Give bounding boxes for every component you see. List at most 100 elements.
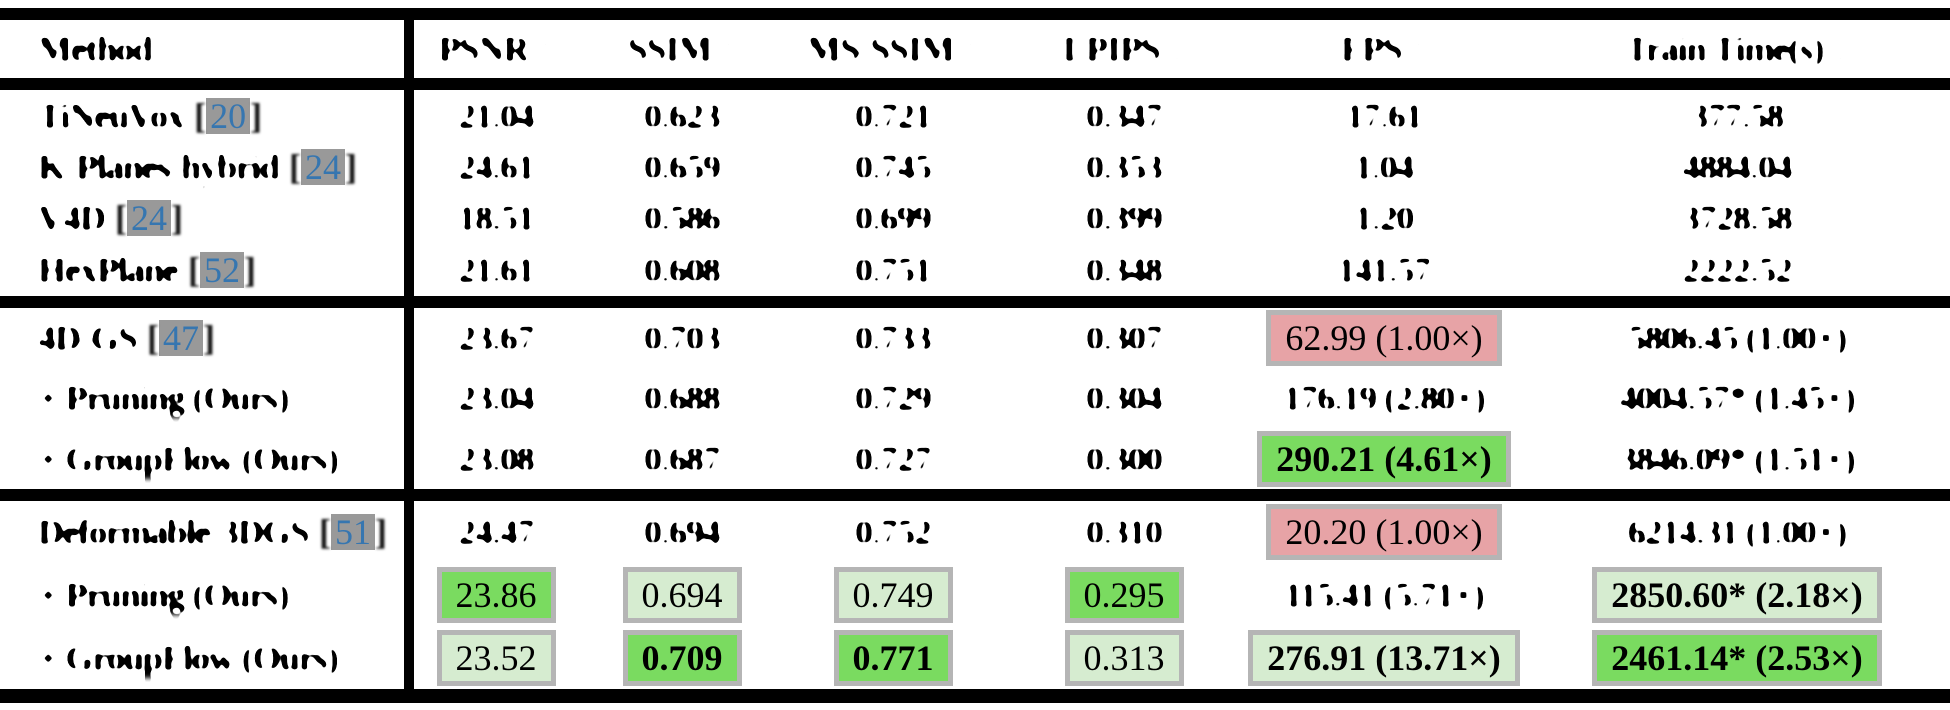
header-train-time: Train Time(s) ↓ bbox=[1524, 20, 1950, 78]
method-cell: + GroupFlow (Ours) bbox=[0, 428, 410, 489]
method-label: HexPlane bbox=[30, 250, 186, 290]
msssim-cell: 0.752 bbox=[782, 501, 1004, 563]
fps-cell: 276.91 (13.71×) bbox=[1244, 626, 1524, 689]
lpips-cell: 0.310 bbox=[1004, 501, 1244, 563]
group-separator-rule bbox=[0, 489, 1950, 501]
fps-cell: 62.99 (1.00×) bbox=[1244, 308, 1524, 368]
citation-link[interactable]: [20] bbox=[194, 95, 263, 136]
method-cell: HexPlane [52] bbox=[0, 244, 410, 296]
psnr-cell: 24.61 bbox=[410, 141, 582, 192]
citation-number: 47 bbox=[159, 320, 204, 356]
lpips-cell: 0.300 bbox=[1004, 428, 1244, 489]
ssim-cell: 0.694 bbox=[582, 563, 782, 626]
msssim-cell: 0.751 bbox=[782, 244, 1004, 296]
train-time-cell: 4004.57* (1.45×) bbox=[1524, 368, 1950, 428]
train-time-cell: 3728.58 bbox=[1524, 192, 1950, 244]
method-label: + Pruning (Ours) bbox=[30, 378, 297, 418]
header-method: Method bbox=[0, 20, 410, 78]
fps-baseline-highlight: 62.99 (1.00×) bbox=[1266, 310, 1502, 366]
citation-link[interactable]: [24] bbox=[115, 198, 183, 238]
msssim-cell: 0.721 bbox=[782, 90, 1004, 141]
method-label: V4D bbox=[30, 198, 113, 238]
header-psnr: PSNR ↑ bbox=[410, 20, 582, 78]
lpips-cell: 0.399 bbox=[1004, 192, 1244, 244]
train-time-cell: 3846.09* (1.51×) bbox=[1524, 428, 1950, 489]
lpips-cell: 0.304 bbox=[1004, 368, 1244, 428]
msssim-cell: 0.771 bbox=[782, 626, 1004, 689]
train-time-cell: 2850.60* (2.18×) bbox=[1524, 563, 1950, 626]
header-fps: FPS ↑ bbox=[1244, 20, 1524, 78]
fps-cell: 141.57 bbox=[1244, 244, 1524, 296]
citation-number: 24 bbox=[127, 200, 171, 236]
method-cell: TiNeuVox [20] bbox=[0, 90, 410, 141]
bottom-rule bbox=[0, 689, 1950, 703]
lpips-cell: 0.348 bbox=[1004, 244, 1244, 296]
ssim-cell: 0.586 bbox=[582, 192, 782, 244]
fps-cell: 1.04 bbox=[1244, 141, 1524, 192]
psnr-cell: 23.08 bbox=[410, 428, 582, 489]
fps-cell: 176.19 (2.80×) bbox=[1244, 368, 1524, 428]
fps-best-highlight: 276.91 (13.71×) bbox=[1248, 629, 1520, 686]
citation-number: 24 bbox=[301, 148, 346, 185]
header-lpips-label: LPIPS ↓ bbox=[1054, 29, 1194, 69]
header-psnr-label: PSNR ↑ bbox=[430, 29, 562, 69]
method-label: 4D-GS bbox=[30, 318, 146, 358]
train-time-cell: 6214.31 (1.00×) bbox=[1524, 501, 1950, 563]
msssim-cell: 0.727 bbox=[782, 428, 1004, 489]
citation-number: 51 bbox=[330, 514, 375, 550]
method-cell: K-Planes-hybrid [24] bbox=[0, 141, 410, 192]
lpips-cell: 0.313 bbox=[1004, 626, 1244, 689]
ssim-cell: 0.608 bbox=[582, 244, 782, 296]
ssim-cell: 0.687 bbox=[582, 428, 782, 489]
psnr-cell: 23.04 bbox=[410, 368, 582, 428]
method-label: + GroupFlow (Ours) bbox=[30, 438, 346, 479]
citation-link[interactable]: [24] bbox=[289, 146, 358, 187]
ssim-cell: 0.659 bbox=[582, 141, 782, 192]
msssim-cell: 0.699 bbox=[782, 192, 1004, 244]
fps-baseline-highlight: 20.20 (1.00×) bbox=[1266, 504, 1502, 560]
psnr-cell: 23.52 bbox=[410, 626, 582, 689]
msssim-cell: 0.749 bbox=[782, 563, 1004, 626]
header-fps-label: FPS ↑ bbox=[1332, 29, 1435, 69]
header-lpips: LPIPS ↓ bbox=[1004, 20, 1244, 78]
psnr-cell: 23.86 bbox=[410, 563, 582, 626]
method-label: TiNeuVox bbox=[30, 95, 193, 136]
lpips-cell: 0.307 bbox=[1004, 308, 1244, 368]
psnr-cell: 21.04 bbox=[410, 90, 582, 141]
method-label: K-Planes-hybrid bbox=[30, 146, 288, 187]
psnr-cell: 24.47 bbox=[410, 501, 582, 563]
lpips-cell: 0.353 bbox=[1004, 141, 1244, 192]
header-msssim-label: MS-SSIM ↑ bbox=[798, 29, 988, 69]
lpips-cell: 0.347 bbox=[1004, 90, 1244, 141]
psnr-cell: 18.51 bbox=[410, 192, 582, 244]
train-time-cell: 5806.45 (1.00×) bbox=[1524, 308, 1950, 368]
ssim-cell: 0.694 bbox=[582, 501, 782, 563]
fps-cell: 17.61 bbox=[1244, 90, 1524, 141]
vertical-rule bbox=[404, 8, 414, 703]
method-cell: V4D [24] bbox=[0, 192, 410, 244]
ssim-cell: 0.623 bbox=[582, 90, 782, 141]
method-cell: + GroupFlow (Ours) bbox=[0, 626, 410, 689]
fps-cell: 115.41 (5.71×) bbox=[1244, 563, 1524, 626]
header-msssim: MS-SSIM ↑ bbox=[782, 20, 1004, 78]
fps-best-highlight: 290.21 (4.61×) bbox=[1257, 430, 1511, 487]
group-separator-rule bbox=[0, 296, 1950, 308]
citation-link[interactable]: [52] bbox=[187, 250, 256, 290]
method-label: Deformable-3DGS bbox=[30, 512, 317, 552]
method-cell: 4D-GS [47] bbox=[0, 308, 410, 368]
citation-number: 52 bbox=[199, 252, 244, 288]
psnr-cell: 23.67 bbox=[410, 308, 582, 368]
method-label: + GroupFlow (Ours) bbox=[30, 637, 346, 678]
train-time-cell: 2222.52 bbox=[1524, 244, 1950, 296]
citation-link[interactable]: [51] bbox=[318, 512, 387, 552]
method-cell: + Pruning (Ours) bbox=[0, 368, 410, 428]
msssim-cell: 0.733 bbox=[782, 308, 1004, 368]
citation-link[interactable]: [47] bbox=[147, 318, 216, 358]
train-time-cell: 2461.14* (2.53×) bbox=[1524, 626, 1950, 689]
method-cell: + Pruning (Ours) bbox=[0, 563, 410, 626]
header-ssim-label: SSIM ↑ bbox=[619, 29, 745, 69]
citation-number: 20 bbox=[206, 97, 251, 134]
lpips-cell: 0.295 bbox=[1004, 563, 1244, 626]
train-time-cell: 377.58 bbox=[1524, 90, 1950, 141]
top-rule bbox=[0, 8, 1950, 20]
